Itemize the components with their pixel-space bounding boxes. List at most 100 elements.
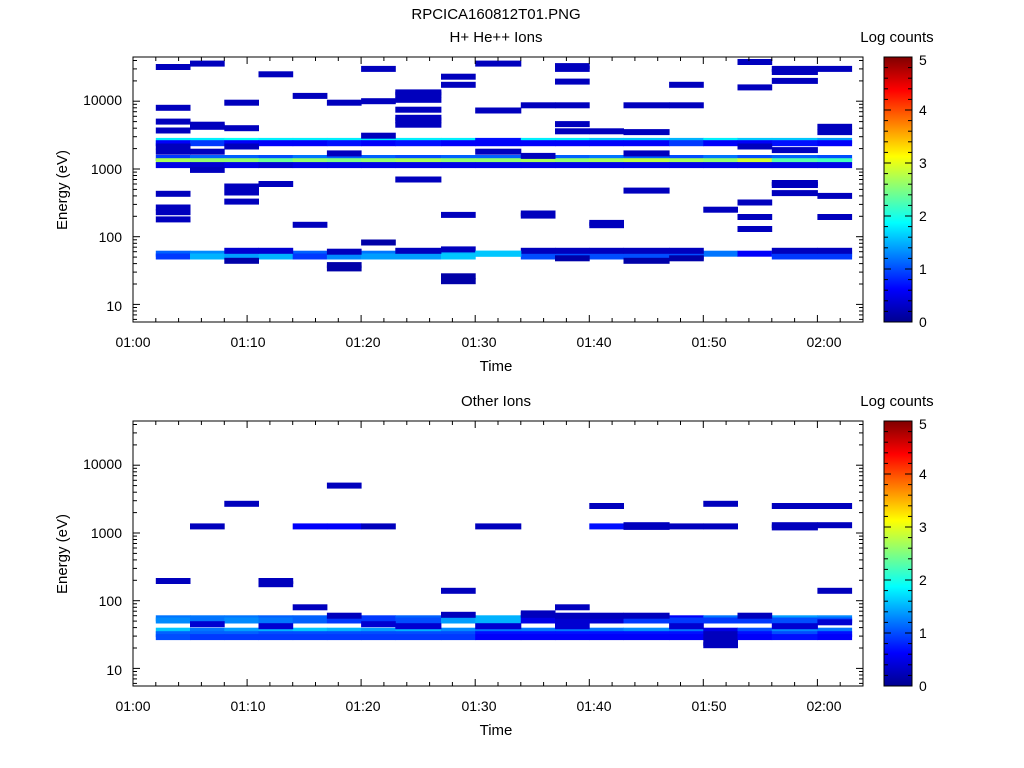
colorbar1-tick-label: 1 xyxy=(919,261,927,277)
heatmap-cell xyxy=(326,612,362,619)
heatmap-cell xyxy=(589,162,624,169)
panel1-x-axis-label: Time xyxy=(480,358,513,375)
heatmap-cell xyxy=(475,250,522,257)
heatmap-cell xyxy=(190,162,225,169)
heatmap-cell xyxy=(155,127,191,134)
panel1-y-tick-label-10000: 10000 xyxy=(83,92,122,108)
panel2-x-tick-label: 01:30 xyxy=(461,698,496,714)
heatmap-cell xyxy=(669,81,704,88)
panel-h-he-ions: H+ He++ Ions 10 100 1000 10000 01:00 01:… xyxy=(54,29,934,375)
heatmap-cell xyxy=(817,214,853,220)
heatmap-cell xyxy=(224,99,259,106)
heatmap-cell xyxy=(555,155,590,161)
heatmap-cell xyxy=(555,255,590,262)
heatmap-cell xyxy=(441,162,476,169)
heatmap-cell xyxy=(292,523,328,530)
heatmap-cell xyxy=(623,158,670,165)
heatmap-cell xyxy=(737,627,773,634)
panel2-x-tick-label: 01:10 xyxy=(230,698,265,714)
panel1-y-tick-label-100: 100 xyxy=(99,229,123,245)
heatmap-cell xyxy=(589,523,624,530)
heatmap-cell xyxy=(190,253,225,260)
heatmap-cell xyxy=(771,77,818,84)
heatmap-cell xyxy=(292,627,328,634)
heatmap-cell xyxy=(326,158,362,165)
heatmap-cell xyxy=(737,162,773,169)
heatmap-cell xyxy=(669,627,704,634)
heatmap-cell xyxy=(155,155,191,161)
heatmap-cell xyxy=(475,107,522,114)
panel1-x-tick-label: 01:10 xyxy=(230,334,265,350)
panel2-heatmap xyxy=(155,482,853,649)
heatmap-cell xyxy=(737,214,773,220)
heatmap-cell xyxy=(258,581,294,588)
heatmap-cell xyxy=(589,222,624,229)
heatmap-cell xyxy=(669,102,704,109)
heatmap-cell xyxy=(475,523,522,530)
heatmap-cell xyxy=(441,587,476,594)
figure-title: RPCICA160812T01.PNG xyxy=(411,6,580,23)
heatmap-cell xyxy=(817,192,853,199)
heatmap-cell xyxy=(395,91,442,98)
heatmap-cell xyxy=(623,162,670,169)
heatmap-cell xyxy=(669,247,704,254)
heatmap-cell xyxy=(441,611,476,618)
heatmap-cell xyxy=(623,187,670,194)
heatmap-cell xyxy=(737,155,773,161)
heatmap-cell xyxy=(737,199,773,206)
heatmap-cell xyxy=(475,634,522,641)
heatmap-cell xyxy=(224,155,259,161)
heatmap-cell xyxy=(155,148,191,155)
heatmap-cell xyxy=(555,140,590,147)
heatmap-cell xyxy=(555,162,590,169)
panel1-x-tick-label: 01:30 xyxy=(461,334,496,350)
colorbar1-ticks xyxy=(884,67,912,323)
heatmap-cell xyxy=(623,129,670,136)
panel-other-ions: Other Ions 10 100 1000 10000 01:00 01:10… xyxy=(54,393,934,739)
heatmap-cell xyxy=(817,247,853,254)
heatmap-cell xyxy=(589,627,624,634)
heatmap-cell xyxy=(361,65,396,72)
heatmap-cell xyxy=(475,627,522,634)
heatmap-cell xyxy=(190,617,225,624)
panel2-y-tick-label-10: 10 xyxy=(106,662,122,678)
heatmap-cell xyxy=(817,65,853,72)
heatmap-cell xyxy=(361,162,396,169)
heatmap-cell xyxy=(623,253,670,260)
panel1-y-ticks xyxy=(133,60,863,320)
heatmap-cell xyxy=(589,128,624,135)
heatmap-cell xyxy=(817,522,853,529)
heatmap-cell xyxy=(155,627,191,634)
panel2-y-tick-label-1000: 1000 xyxy=(91,525,122,541)
heatmap-cell xyxy=(292,634,328,641)
heatmap-cell xyxy=(555,634,590,641)
heatmap-cell xyxy=(190,523,225,530)
heatmap-cell xyxy=(326,99,362,106)
heatmap-cell xyxy=(395,155,442,161)
heatmap-cell xyxy=(555,604,590,611)
heatmap-cell xyxy=(703,162,738,169)
colorbar1 xyxy=(883,56,913,323)
heatmap-cell xyxy=(737,143,773,150)
panel1-y-tick-label-10: 10 xyxy=(106,298,122,314)
heatmap-cell xyxy=(258,155,294,161)
heatmap-cell xyxy=(771,627,818,634)
heatmap-cell xyxy=(555,78,590,85)
colorbar2-tick-label: 4 xyxy=(919,466,927,482)
heatmap-cell xyxy=(737,84,773,91)
heatmap-cell xyxy=(155,118,191,125)
colorbar2-ticks xyxy=(884,431,912,687)
heatmap-cell xyxy=(623,634,670,641)
heatmap-cell xyxy=(669,523,704,530)
heatmap-cell xyxy=(395,106,442,113)
heatmap-cell xyxy=(817,253,853,260)
heatmap-cell xyxy=(361,132,396,139)
heatmap-cell xyxy=(623,523,670,530)
heatmap-cell xyxy=(224,247,259,254)
heatmap-cell xyxy=(190,158,225,165)
heatmap-cell xyxy=(190,627,225,634)
heatmap-cell xyxy=(224,634,259,641)
heatmap-cell xyxy=(555,102,590,109)
heatmap-cell xyxy=(817,619,853,626)
heatmap-cell xyxy=(258,623,294,630)
